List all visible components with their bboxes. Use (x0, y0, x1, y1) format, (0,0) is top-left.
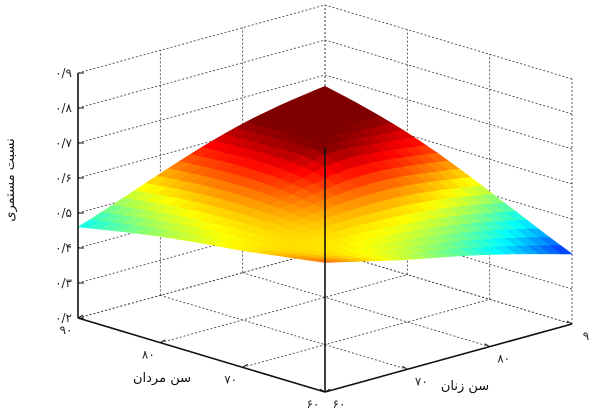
z-tick-label: ۰/۴ (55, 241, 72, 255)
grid-line (160, 274, 408, 344)
z-tick-label: ۰/۲ (55, 311, 72, 325)
x-tick-mark (160, 339, 166, 344)
grid-line (77, 74, 573, 150)
y-axis-line (324, 323, 573, 393)
x-axis-line (77, 317, 326, 393)
y-axis-label: سن زنان (441, 379, 489, 394)
x-tick-label: ۹۰ (60, 323, 73, 337)
y-tick-mark (484, 343, 490, 348)
z-tick-label: ۰/۵ (55, 206, 72, 220)
z-tick-labels: ۰/۲ ۰/۳ ۰/۴ ۰/۵ ۰/۶ ۰/۷ ۰/۸ ۰/۹ (55, 66, 84, 325)
x-tick-label: ۶۰ (307, 397, 320, 410)
y-tick-label: ۹ (583, 329, 589, 343)
z-tick-label: ۰/۹ (55, 66, 72, 80)
z-tick-label: ۰/۸ (55, 101, 72, 115)
x-tick-label: ۸۰ (142, 348, 155, 362)
y-tick-mark (319, 388, 326, 393)
y-tick-label: ۷۰ (415, 374, 428, 388)
y-tick-label: ۶۰ (333, 397, 346, 410)
x-axis-label: سن مردان (133, 371, 191, 386)
z-tick-label: ۰/۷ (55, 136, 72, 150)
z-tick-label: ۰/۳ (55, 276, 72, 290)
grid-line (324, 249, 573, 325)
grid-line (160, 294, 408, 370)
y-tick-label: ۸۰ (497, 352, 510, 366)
grid-line (77, 249, 326, 319)
y-tick-mark (566, 320, 573, 325)
y-tick-mark (402, 365, 408, 370)
axis-layer (77, 73, 573, 393)
grid-line (77, 39, 573, 115)
x-tick-mark (242, 363, 248, 368)
x-tick-mark (77, 314, 84, 319)
y-tick-labels: ۶۰ ۷۰ ۸۰ ۹ (319, 320, 589, 410)
x-tick-label: ۷۰ (224, 372, 237, 386)
z-tick-label: ۰/۶ (55, 171, 72, 185)
x-tick-labels: ۶۰ ۷۰ ۸۰ ۹۰ (60, 314, 331, 410)
grid-line (242, 272, 490, 348)
z-axis-label: نسبت مستمری (3, 138, 18, 221)
x-tick-mark (324, 388, 331, 393)
grid-line (242, 298, 490, 368)
